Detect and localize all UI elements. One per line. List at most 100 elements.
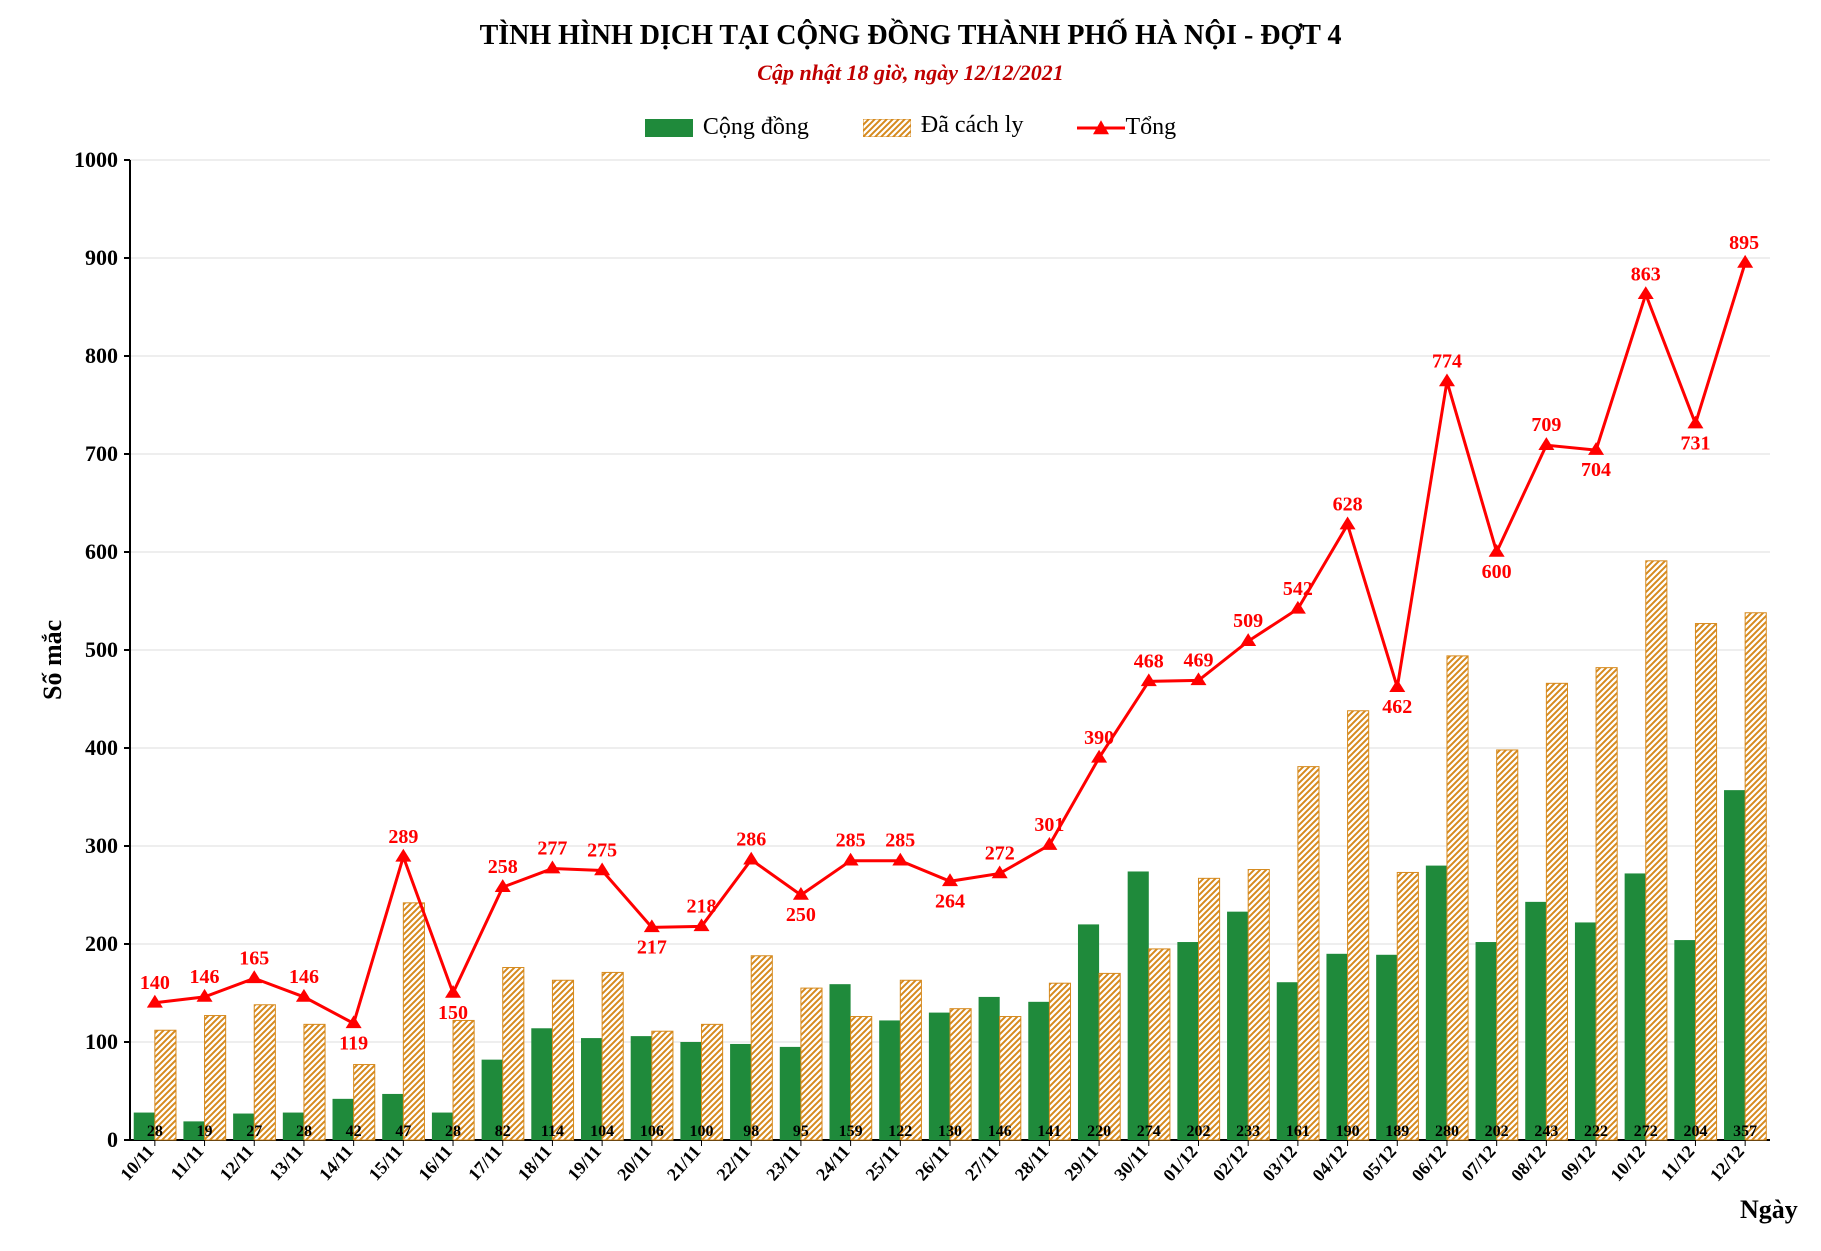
svg-text:06/12: 06/12 <box>1408 1141 1450 1185</box>
svg-text:10/12: 10/12 <box>1606 1141 1648 1185</box>
svg-text:222: 222 <box>1584 1123 1608 1140</box>
svg-text:190: 190 <box>1336 1123 1360 1140</box>
svg-text:285: 285 <box>836 830 866 852</box>
svg-text:12/11: 12/11 <box>216 1141 258 1184</box>
svg-text:02/12: 02/12 <box>1209 1141 1251 1185</box>
svg-text:18/11: 18/11 <box>514 1141 556 1184</box>
svg-text:122: 122 <box>888 1123 912 1140</box>
svg-text:20/11: 20/11 <box>613 1141 655 1184</box>
svg-text:146: 146 <box>988 1123 1012 1140</box>
svg-text:13/11: 13/11 <box>265 1141 307 1184</box>
svg-text:16/11: 16/11 <box>414 1141 456 1184</box>
svg-text:774: 774 <box>1432 350 1462 372</box>
svg-text:28: 28 <box>445 1123 461 1140</box>
svg-text:03/12: 03/12 <box>1259 1141 1301 1185</box>
svg-text:357: 357 <box>1733 1123 1757 1140</box>
svg-text:100: 100 <box>690 1123 714 1140</box>
svg-text:264: 264 <box>935 890 965 912</box>
svg-text:119: 119 <box>339 1032 368 1054</box>
svg-text:23/11: 23/11 <box>762 1141 804 1184</box>
svg-text:25/11: 25/11 <box>862 1141 904 1184</box>
svg-text:146: 146 <box>289 966 319 988</box>
svg-text:150: 150 <box>438 1002 468 1024</box>
chart-page: TÌNH HÌNH DỊCH TẠI CỘNG ĐỒNG THÀNH PHỐ H… <box>0 0 1821 1251</box>
svg-text:285: 285 <box>885 830 915 852</box>
svg-text:27: 27 <box>246 1123 262 1140</box>
svg-text:233: 233 <box>1236 1123 1260 1140</box>
svg-text:24/11: 24/11 <box>812 1141 854 1184</box>
svg-text:98: 98 <box>743 1123 759 1140</box>
svg-text:280: 280 <box>1435 1123 1459 1140</box>
svg-text:500: 500 <box>85 637 118 662</box>
svg-text:700: 700 <box>85 441 118 466</box>
svg-text:272: 272 <box>985 842 1015 864</box>
svg-text:600: 600 <box>85 539 118 564</box>
svg-text:47: 47 <box>395 1123 411 1140</box>
svg-text:106: 106 <box>640 1123 664 1140</box>
svg-text:462: 462 <box>1382 696 1412 718</box>
svg-text:275: 275 <box>587 840 617 862</box>
svg-text:165: 165 <box>239 947 269 969</box>
svg-text:243: 243 <box>1534 1123 1558 1140</box>
svg-text:895: 895 <box>1729 232 1759 254</box>
svg-text:709: 709 <box>1531 414 1561 436</box>
svg-text:286: 286 <box>736 829 766 851</box>
svg-text:509: 509 <box>1233 610 1263 632</box>
svg-text:12/12: 12/12 <box>1706 1141 1748 1185</box>
svg-text:1000: 1000 <box>74 147 118 172</box>
svg-text:19: 19 <box>197 1123 213 1140</box>
svg-text:704: 704 <box>1581 459 1611 481</box>
svg-text:82: 82 <box>495 1123 511 1140</box>
svg-text:863: 863 <box>1631 263 1661 285</box>
svg-text:277: 277 <box>537 838 567 860</box>
svg-text:27/11: 27/11 <box>961 1141 1003 1184</box>
svg-text:30/11: 30/11 <box>1110 1141 1152 1184</box>
svg-text:200: 200 <box>85 931 118 956</box>
svg-text:11/11: 11/11 <box>167 1141 208 1183</box>
svg-text:272: 272 <box>1634 1123 1658 1140</box>
svg-text:11/12: 11/12 <box>1657 1141 1699 1184</box>
svg-text:08/12: 08/12 <box>1507 1141 1549 1185</box>
svg-text:161: 161 <box>1286 1123 1310 1140</box>
svg-text:42: 42 <box>346 1123 362 1140</box>
svg-text:628: 628 <box>1333 494 1363 516</box>
svg-text:218: 218 <box>687 895 717 917</box>
svg-text:01/12: 01/12 <box>1159 1141 1201 1185</box>
svg-text:15/11: 15/11 <box>365 1141 407 1184</box>
svg-text:28: 28 <box>296 1123 312 1140</box>
svg-text:274: 274 <box>1137 1123 1161 1140</box>
svg-text:600: 600 <box>1482 561 1512 583</box>
svg-text:04/12: 04/12 <box>1308 1141 1350 1185</box>
svg-text:104: 104 <box>590 1123 614 1140</box>
svg-text:204: 204 <box>1683 1123 1707 1140</box>
svg-text:468: 468 <box>1134 650 1164 672</box>
svg-text:28/11: 28/11 <box>1011 1141 1053 1184</box>
svg-text:220: 220 <box>1087 1123 1111 1140</box>
svg-text:21/11: 21/11 <box>663 1141 705 1184</box>
svg-text:95: 95 <box>793 1123 809 1140</box>
svg-text:202: 202 <box>1186 1123 1210 1140</box>
svg-text:900: 900 <box>85 245 118 270</box>
svg-text:146: 146 <box>190 966 220 988</box>
svg-text:26/11: 26/11 <box>911 1141 953 1184</box>
svg-text:114: 114 <box>541 1123 564 1140</box>
svg-text:731: 731 <box>1680 433 1710 455</box>
svg-text:130: 130 <box>938 1123 962 1140</box>
svg-text:14/11: 14/11 <box>315 1141 357 1184</box>
chart-plot: 0100200300400500600700800900100010/11281… <box>0 0 1820 1230</box>
svg-text:217: 217 <box>637 936 667 958</box>
svg-text:800: 800 <box>85 343 118 368</box>
svg-text:140: 140 <box>140 972 170 994</box>
svg-text:202: 202 <box>1485 1123 1509 1140</box>
svg-text:300: 300 <box>85 833 118 858</box>
svg-text:07/12: 07/12 <box>1457 1141 1499 1185</box>
svg-text:141: 141 <box>1037 1123 1061 1140</box>
svg-text:189: 189 <box>1385 1123 1409 1140</box>
svg-text:19/11: 19/11 <box>563 1141 605 1184</box>
svg-text:09/12: 09/12 <box>1557 1141 1599 1185</box>
svg-text:258: 258 <box>488 856 518 878</box>
svg-text:05/12: 05/12 <box>1358 1141 1400 1185</box>
svg-text:29/11: 29/11 <box>1060 1141 1102 1184</box>
svg-text:159: 159 <box>839 1123 863 1140</box>
svg-text:10/11: 10/11 <box>116 1141 158 1184</box>
